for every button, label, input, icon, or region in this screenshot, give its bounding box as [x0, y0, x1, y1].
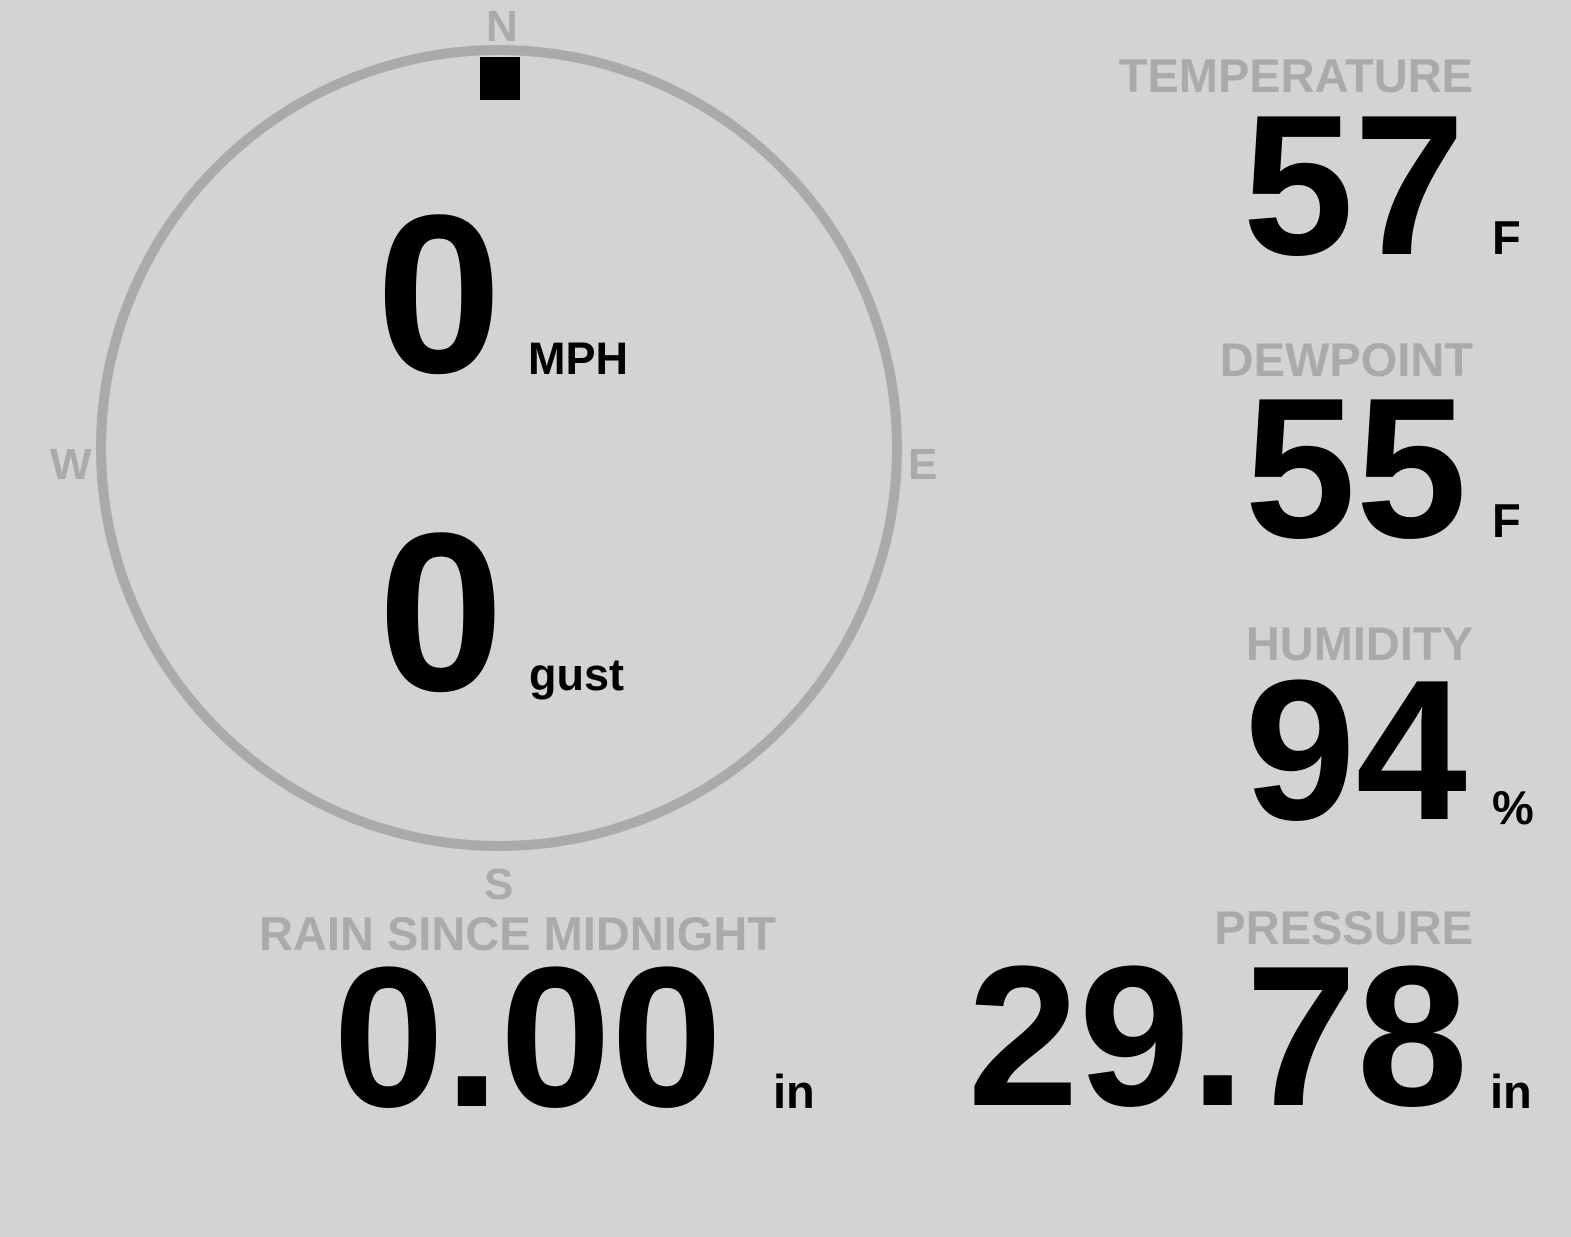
temperature-label: TEMPERATURE — [1118, 49, 1473, 102]
pressure-label: PRESSURE — [1214, 901, 1473, 954]
rain-unit: in — [773, 1065, 815, 1118]
compass-north: N — [486, 2, 518, 51]
compass-ring — [96, 45, 902, 851]
gust-unit: gust — [529, 649, 624, 700]
pressure-value: 29.78 — [967, 925, 1469, 1148]
rain-label: RAIN SINCE MIDNIGHT — [259, 907, 776, 960]
humidity-unit: % — [1492, 781, 1534, 834]
wind-direction-indicator — [480, 57, 520, 100]
pressure-unit: in — [1490, 1065, 1532, 1118]
temperature-value: 57 — [1242, 74, 1465, 297]
dewpoint-label: DEWPOINT — [1219, 333, 1473, 386]
wind-speed-unit: MPH — [528, 333, 628, 384]
dewpoint-value: 55 — [1244, 357, 1467, 580]
wind-speed-value: 0 — [376, 167, 502, 420]
humidity-value: 94 — [1244, 639, 1467, 862]
compass-east: E — [908, 440, 938, 489]
compass-west: W — [50, 440, 92, 489]
dewpoint-unit: F — [1492, 494, 1521, 547]
gust-value: 0 — [378, 485, 504, 738]
humidity-label: HUMIDITY — [1245, 617, 1473, 670]
compass-south: S — [484, 860, 514, 909]
rain-value: 0.00 — [333, 926, 723, 1149]
temperature-unit: F — [1492, 211, 1521, 264]
